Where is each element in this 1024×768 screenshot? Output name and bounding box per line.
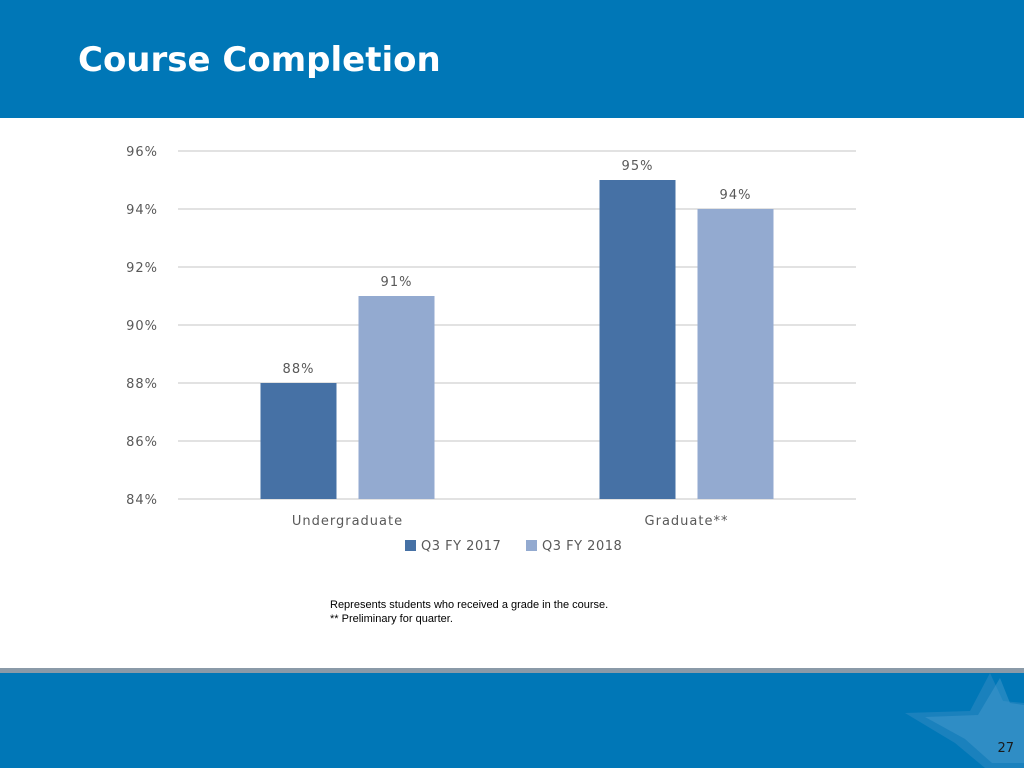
bar-chart: 84% 86% 88% 90% 92% 94% 96% 88% 91% Undergraduate… — [126, 145, 856, 554]
legend-label: Q3 FY 2018 — [542, 539, 622, 554]
bar — [260, 383, 337, 499]
data-label: 95% — [622, 159, 654, 174]
bar — [358, 296, 435, 499]
y-tick-label: 94% — [126, 203, 158, 218]
x-tick-label: Undergraduate — [292, 514, 403, 529]
x-tick-label: Graduate** — [645, 514, 729, 529]
footer-banner — [0, 673, 1024, 768]
y-tick-label: 96% — [126, 145, 158, 160]
legend-swatch — [405, 540, 416, 551]
y-tick-label: 84% — [126, 493, 158, 508]
bar — [599, 180, 676, 499]
header-banner: Course Completion — [0, 0, 1024, 118]
page-number: 27 — [997, 741, 1014, 756]
y-tick-label: 86% — [126, 435, 158, 450]
y-tick-label: 92% — [126, 261, 158, 276]
chart-notes: Represents students who received a grade… — [330, 598, 608, 626]
data-label: 94% — [720, 188, 752, 203]
page-title: Course Completion — [78, 40, 441, 80]
bar — [697, 209, 774, 499]
y-tick-label: 88% — [126, 377, 158, 392]
legend-swatch — [526, 540, 537, 551]
note-line-2: ** Preliminary for quarter. — [330, 613, 453, 625]
y-tick-label: 90% — [126, 319, 158, 334]
legend-label: Q3 FY 2017 — [421, 539, 501, 554]
footer-divider — [0, 668, 1024, 673]
star-icon — [905, 673, 1024, 768]
data-label: 91% — [381, 275, 413, 290]
note-line-1: Represents students who received a grade… — [330, 599, 609, 611]
data-label: 88% — [283, 362, 315, 377]
